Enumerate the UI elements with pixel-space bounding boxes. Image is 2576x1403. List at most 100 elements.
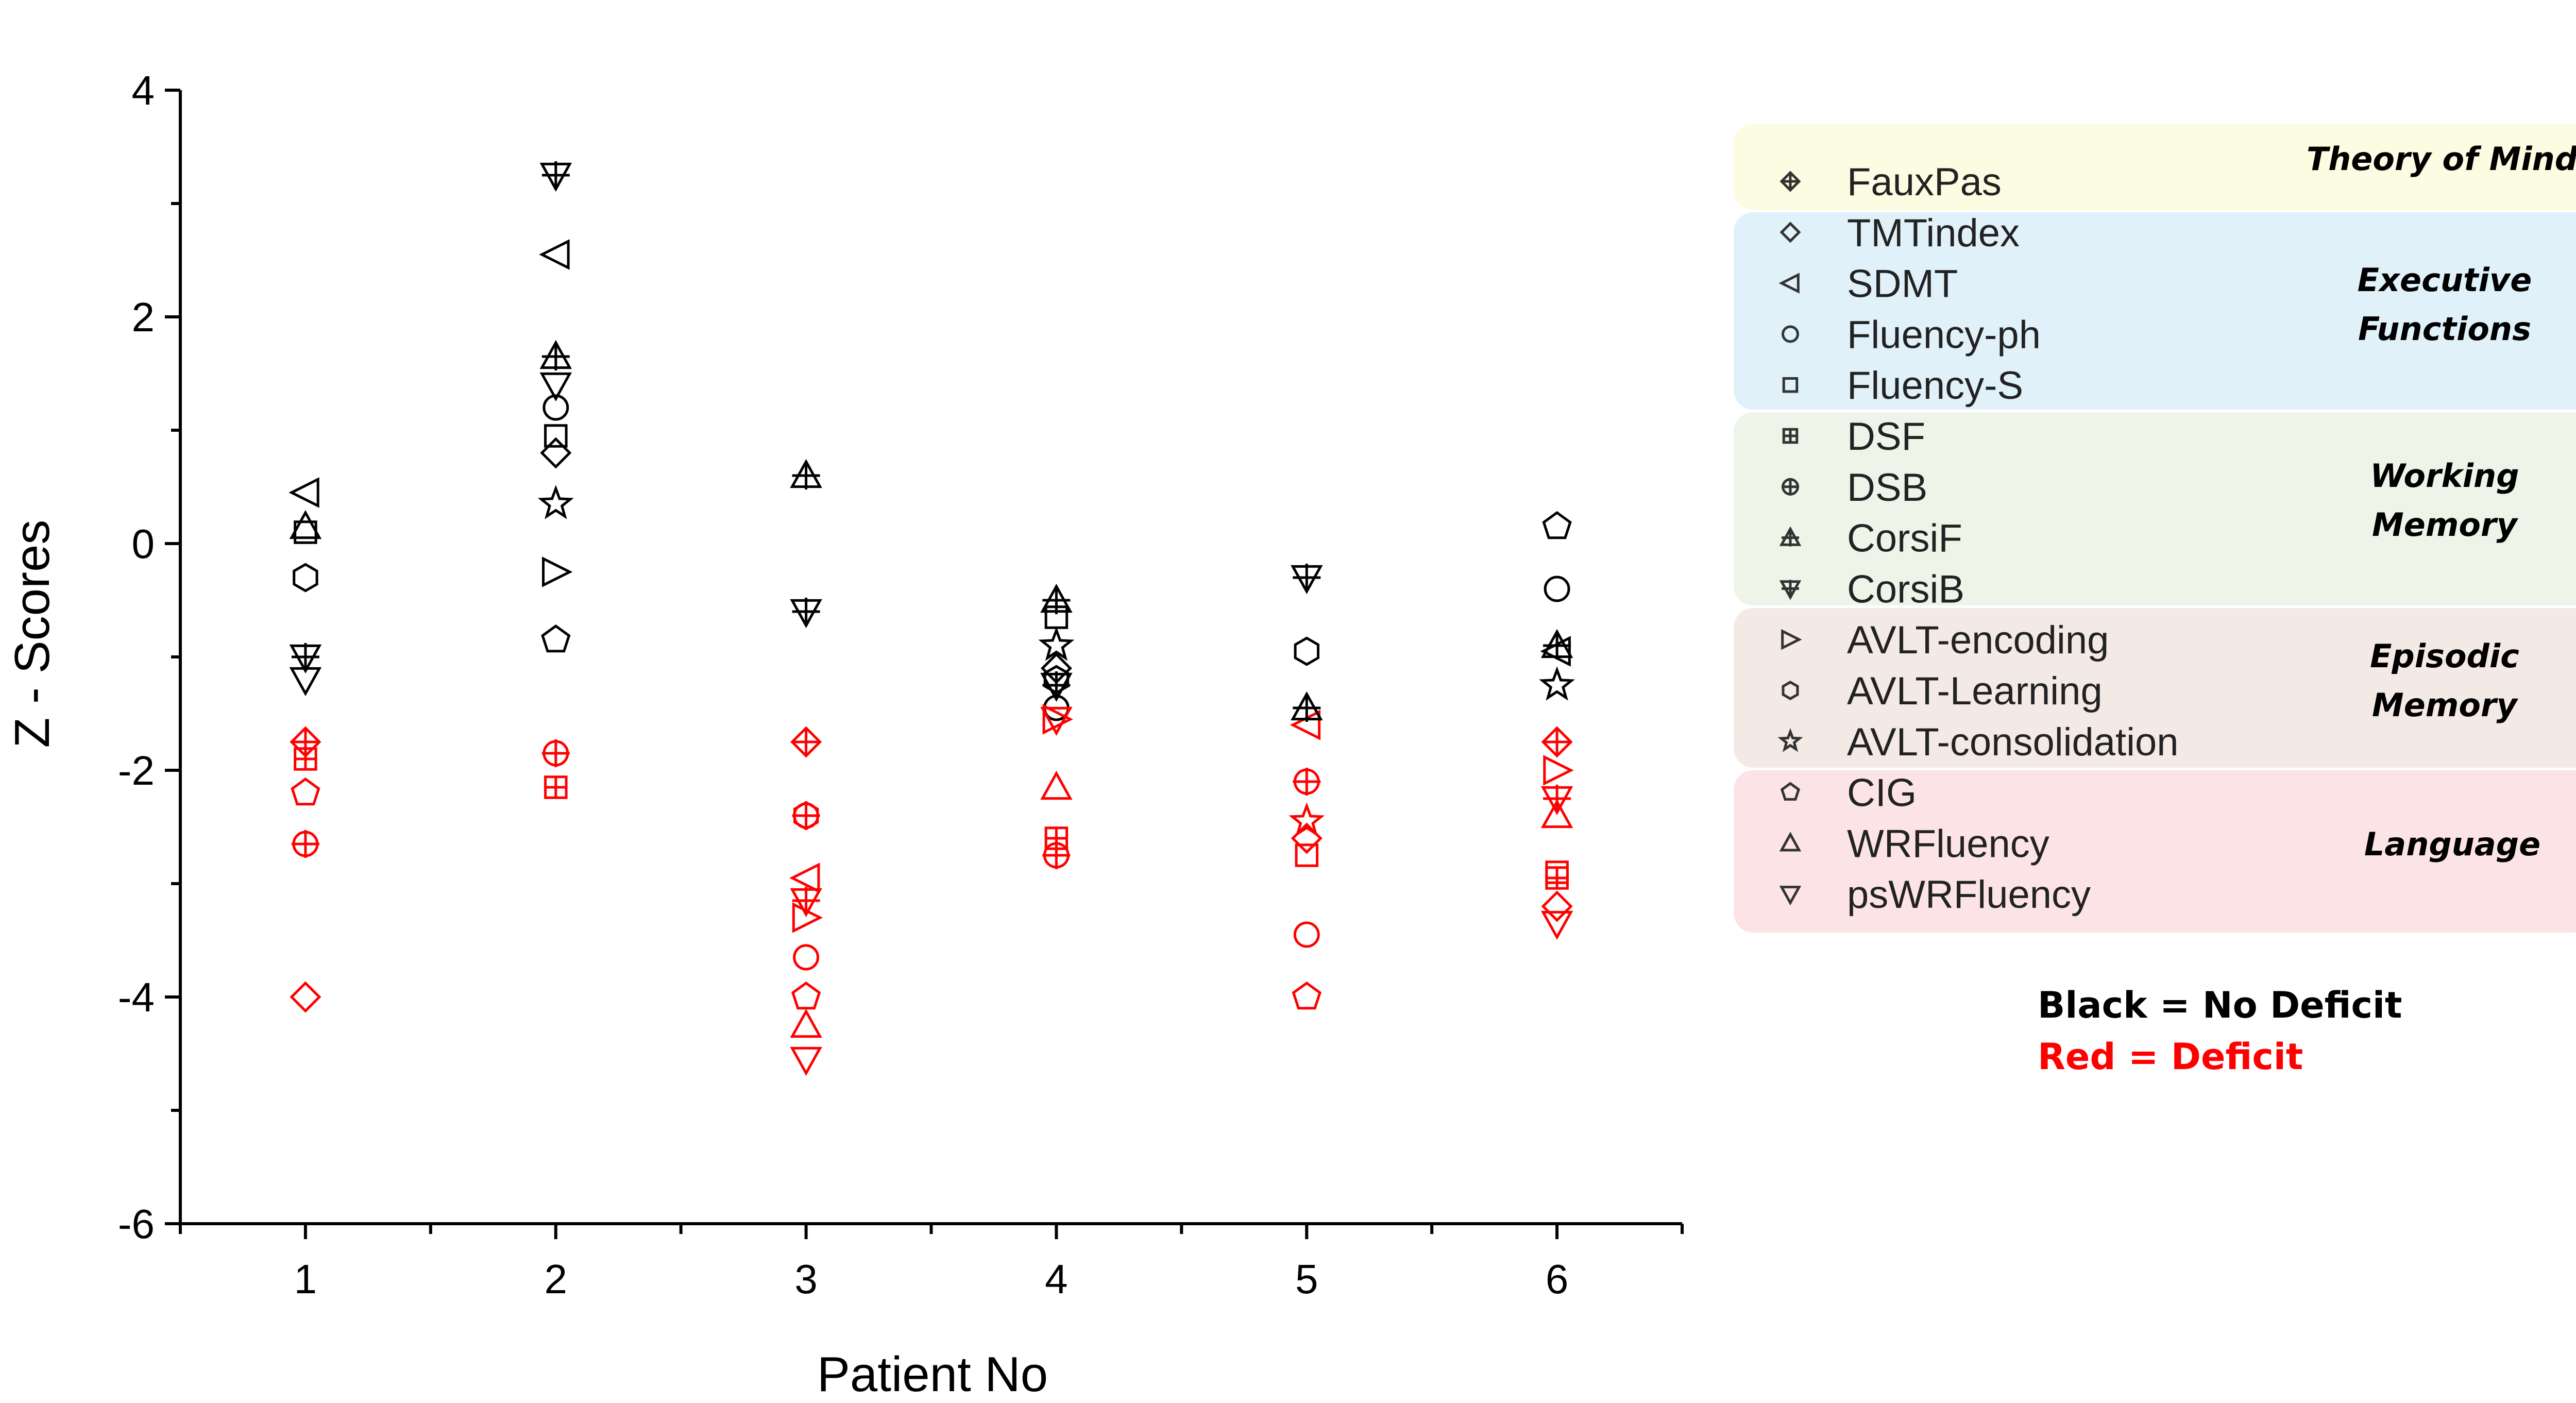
point-corsif-patient-6	[1540, 629, 1573, 660]
legend-label-tmtindex: TMTindex	[1847, 211, 2020, 255]
y-tick-label: -4	[118, 974, 155, 1020]
legend-group-label-lang: Language	[2364, 825, 2540, 863]
x-tick-label: 3	[794, 1256, 818, 1302]
point-cig-patient-1	[291, 777, 320, 806]
x-axis-title: Patient No	[817, 1347, 1048, 1402]
point-corsif-patient-4	[1040, 583, 1073, 614]
point-dsb-patient-4	[1042, 841, 1071, 869]
legend-symbol-sdmt	[1778, 273, 1800, 294]
legend-label-avlt-encoding: AVLT-encoding	[1847, 618, 2109, 662]
legend-group-label-wm: Working	[2370, 457, 2519, 495]
point-avlt-learning-patient-1	[293, 563, 318, 593]
point-pswrfluency-patient-3	[790, 1046, 822, 1076]
legend-symbol-corsib	[1779, 580, 1802, 600]
point-dsf-patient-1	[294, 747, 317, 771]
point-fluency-ph-patient-5	[1293, 921, 1320, 948]
point-corsib-patient-5	[1291, 564, 1323, 595]
point-fluency-s-patient-5	[1295, 843, 1319, 867]
point-wrfluency-patient-1	[289, 510, 322, 539]
legend-label-avlt-consolidation: AVLT-consolidation	[1847, 720, 2179, 764]
point-pswrfluency-patient-4	[1040, 706, 1073, 736]
point-avlt-encoding-patient-3	[792, 902, 823, 933]
point-fluency-ph-patient-6	[1544, 576, 1570, 602]
point-pswrfluency-patient-1	[289, 667, 322, 697]
legend-label-wrfluency: WRFluency	[1847, 822, 2049, 866]
point-corsib-patient-1	[289, 643, 322, 674]
y-tick-label: -6	[118, 1201, 155, 1247]
point-cig-patient-6	[1542, 511, 1572, 539]
point-dsf-patient-6	[1545, 866, 1569, 890]
point-avlt-consolidation-patient-4	[1038, 627, 1075, 661]
legend-group-bg-wm	[1734, 412, 2576, 605]
point-dsb-patient-2	[541, 739, 570, 767]
point-fauxpas-patient-3	[790, 726, 822, 758]
point-dsf-patient-2	[544, 775, 568, 799]
legend-group-label-tom: Theory of Mind	[2307, 140, 2576, 178]
point-avlt-learning-patient-3	[793, 801, 819, 831]
point-wrfluency-patient-4	[1040, 770, 1073, 800]
deficit-key: Black = No Deficit Red = Deficit	[2038, 984, 2402, 1078]
legend-symbol-avlt-encoding	[1781, 629, 1802, 650]
legend-group-label-ef: Executive	[2358, 261, 2532, 299]
legend-symbol-avlt-consolidation	[1777, 728, 1803, 752]
legend-label-pswrfluency: psWRFluency	[1847, 873, 2091, 917]
point-dsb-patient-1	[291, 830, 319, 858]
plot-area	[289, 161, 1575, 1076]
legend-symbol-fluency-s	[1782, 377, 1799, 393]
legend-label-fluency-s: Fluency-S	[1847, 364, 2023, 408]
legend-label-cig: CIG	[1847, 771, 1917, 815]
legend-group-bg-tom	[1734, 124, 2576, 210]
point-corsib-patient-4	[1040, 671, 1073, 702]
legend-label-avlt-learning: AVLT-Learning	[1847, 669, 2103, 713]
point-corsif-patient-3	[790, 459, 822, 489]
legend-label-corsif: CorsiF	[1847, 517, 1962, 561]
legend-symbol-fauxpas	[1780, 171, 1801, 192]
point-avlt-learning-patient-4	[1043, 665, 1070, 695]
legend-symbol-cig	[1780, 782, 1801, 801]
legend-symbol-dsf	[1782, 428, 1799, 444]
point-fluency-s-patient-2	[544, 424, 568, 448]
point-pswrfluency-patient-6	[1540, 910, 1573, 940]
x-tick-label: 2	[545, 1256, 568, 1302]
point-tmtindex-patient-1	[290, 981, 321, 1013]
legend: Theory of Mind Executive Functions Working M…	[1734, 124, 2576, 933]
point-avlt-encoding-patient-6	[1543, 755, 1574, 786]
point-tmtindex-patient-2	[540, 437, 572, 469]
point-wrfluency-patient-3	[790, 1008, 822, 1038]
x-tick-label: 4	[1045, 1256, 1068, 1302]
legend-label-fauxpas: FauxPas	[1847, 160, 2002, 204]
point-corsif-patient-5	[1291, 691, 1323, 722]
point-cig-patient-5	[1292, 981, 1321, 1010]
point-avlt-encoding-patient-4	[1042, 704, 1073, 735]
legend-label-fluency-ph: Fluency-ph	[1847, 313, 2041, 357]
legend-group-bg-em	[1734, 608, 2576, 768]
point-corsib-patient-3	[790, 598, 822, 629]
y-tick-label: 0	[132, 521, 155, 567]
x-tick-label: 6	[1546, 1256, 1569, 1302]
point-fluency-ph-patient-3	[793, 944, 820, 971]
legend-symbol-corsif	[1779, 526, 1802, 547]
point-sdmt-patient-2	[539, 239, 570, 270]
point-avlt-learning-patient-5	[1294, 636, 1320, 666]
point-corsif-patient-2	[539, 340, 572, 370]
legend-symbol-wrfluency	[1779, 832, 1802, 852]
point-avlt-encoding-patient-2	[542, 556, 573, 587]
note-no-deficit: Black = No Deficit	[2038, 984, 2402, 1026]
y-tick-label: -2	[118, 748, 155, 793]
point-cig-patient-2	[541, 624, 571, 653]
point-sdmt-patient-1	[289, 477, 319, 508]
point-fluency-ph-patient-2	[543, 394, 569, 421]
point-avlt-consolidation-patient-2	[537, 485, 574, 519]
point-sdmt-patient-3	[789, 863, 820, 893]
legend-symbol-avlt-learning	[1782, 681, 1799, 700]
point-tmtindex-patient-6	[1541, 890, 1573, 922]
y-tick-label: 4	[132, 67, 155, 113]
axes: -6 -4 -2 0 2 4 1 2 3 4 5 6	[118, 67, 1684, 1302]
legend-symbol-fluency-ph	[1782, 325, 1799, 343]
y-axis-title: Z - Scores	[5, 520, 60, 748]
legend-group-bg-ef	[1734, 212, 2576, 410]
legend-group-label-wm: Memory	[2372, 506, 2519, 544]
point-fauxpas-patient-6	[1541, 726, 1573, 758]
x-tick-label: 5	[1295, 1256, 1318, 1302]
